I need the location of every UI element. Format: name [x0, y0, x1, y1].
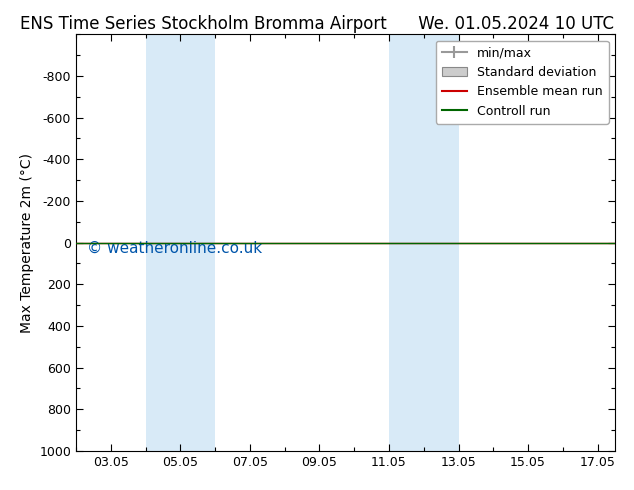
Bar	[146, 34, 181, 451]
Text: ENS Time Series Stockholm Bromma Airport      We. 01.05.2024 10 UTC: ENS Time Series Stockholm Bromma Airport…	[20, 15, 614, 33]
Y-axis label: Max Temperature 2m (°C): Max Temperature 2m (°C)	[20, 152, 34, 333]
Bar	[181, 34, 215, 451]
Legend: min/max, Standard deviation, Ensemble mean run, Controll run: min/max, Standard deviation, Ensemble me…	[436, 41, 609, 124]
Text: © weatheronline.co.uk: © weatheronline.co.uk	[87, 241, 262, 255]
Bar	[424, 34, 458, 451]
Bar	[389, 34, 424, 451]
